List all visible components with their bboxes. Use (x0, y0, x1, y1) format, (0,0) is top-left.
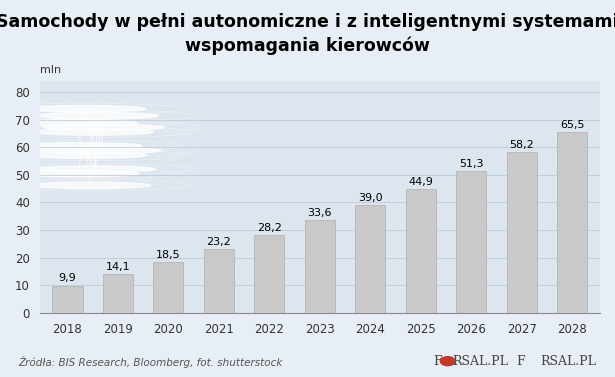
Text: 14,1: 14,1 (106, 262, 130, 272)
Circle shape (43, 124, 164, 130)
Circle shape (26, 152, 147, 158)
Circle shape (21, 143, 142, 149)
Text: 39,0: 39,0 (358, 193, 383, 203)
Text: 65,5: 65,5 (560, 120, 584, 130)
Bar (406, 189, 436, 313)
Text: 44,9: 44,9 (408, 177, 433, 187)
Circle shape (30, 182, 151, 188)
Bar (103, 274, 133, 313)
Circle shape (37, 112, 158, 119)
Text: 9,9: 9,9 (58, 273, 76, 284)
Circle shape (32, 129, 153, 135)
Text: F: F (517, 355, 525, 368)
Circle shape (39, 147, 161, 154)
Bar (204, 249, 234, 313)
Bar (153, 262, 183, 313)
Text: F: F (433, 355, 442, 368)
Text: RSAL.PL: RSAL.PL (541, 355, 597, 368)
Circle shape (25, 106, 146, 112)
Text: RSAL.PL: RSAL.PL (452, 355, 508, 368)
Text: Źródła: BIS Research, Bloomberg, fot. shutterstock: Źródła: BIS Research, Bloomberg, fot. sh… (18, 356, 283, 368)
Circle shape (18, 170, 139, 177)
Bar (456, 171, 486, 313)
Text: mln: mln (39, 65, 61, 75)
Text: 33,6: 33,6 (308, 208, 332, 218)
Bar (355, 205, 386, 313)
Bar (254, 235, 285, 313)
Circle shape (34, 166, 156, 172)
Text: Samochody w pełni autonomiczne i z inteligentnymi systemami
wspomagania kierowcó: Samochody w pełni autonomiczne i z intel… (0, 13, 615, 55)
Text: 51,3: 51,3 (459, 159, 483, 169)
Bar (557, 132, 587, 313)
Text: 58,2: 58,2 (509, 140, 534, 150)
Text: 18,5: 18,5 (156, 250, 181, 260)
Bar (52, 285, 82, 313)
Text: 28,2: 28,2 (257, 223, 282, 233)
Bar (507, 152, 537, 313)
Bar (304, 220, 335, 313)
Circle shape (16, 120, 137, 126)
Text: 23,2: 23,2 (207, 237, 231, 247)
